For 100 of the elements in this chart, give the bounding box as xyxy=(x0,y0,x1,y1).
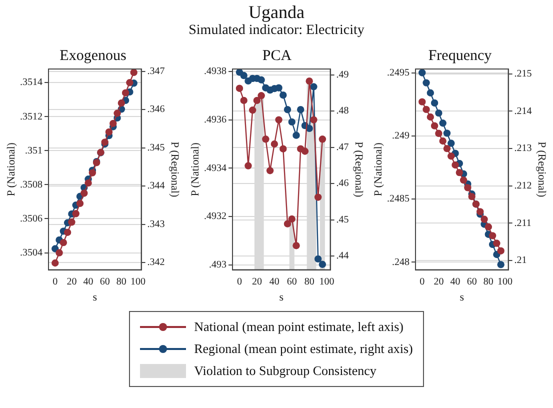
chart-title: PCA xyxy=(262,48,292,64)
y-tick-label: .2485 xyxy=(387,194,410,205)
point xyxy=(279,145,286,152)
x-axis-title: s xyxy=(278,291,284,304)
y-tick-label: .249 xyxy=(392,130,410,142)
y-tick-label: .4936 xyxy=(204,114,226,126)
point xyxy=(418,69,426,76)
point xyxy=(283,220,291,228)
y2-tick-label: .215 xyxy=(514,68,532,80)
y-tick-label: .4938 xyxy=(204,66,226,78)
point xyxy=(126,79,134,86)
legend-label: National (mean point estimate, left axis) xyxy=(194,319,404,335)
point xyxy=(76,200,84,208)
point xyxy=(235,84,243,92)
y2-tick-label: .45 xyxy=(336,214,348,226)
x-tick-label: 60 xyxy=(100,276,110,288)
point xyxy=(296,106,304,114)
point xyxy=(60,238,68,246)
point xyxy=(84,179,92,187)
point xyxy=(80,190,88,197)
y-axis-title: P (National) xyxy=(188,142,201,196)
point xyxy=(257,76,264,84)
point xyxy=(443,130,451,137)
chart-title: Frequency xyxy=(428,48,492,64)
y2-axis-title: P (Regional) xyxy=(168,142,181,198)
y2-tick-label: .343 xyxy=(147,218,165,230)
point xyxy=(430,99,438,107)
y-tick-label: .248 xyxy=(392,256,410,268)
point xyxy=(310,116,317,124)
point xyxy=(468,192,476,200)
x-tick-label: 0 xyxy=(52,276,58,288)
point xyxy=(130,69,138,76)
point xyxy=(493,240,500,247)
point xyxy=(68,218,76,226)
x-tick-label: 0 xyxy=(236,276,242,288)
y2-axis-title: P (Regional) xyxy=(536,142,548,198)
x-tick-label: 0 xyxy=(420,276,425,288)
y2-tick-label: .212 xyxy=(514,180,532,192)
y2-tick-label: .46 xyxy=(336,178,348,190)
point xyxy=(439,137,446,145)
point xyxy=(460,176,468,184)
point xyxy=(426,113,434,121)
point xyxy=(110,120,117,128)
point xyxy=(105,128,113,136)
point xyxy=(279,91,286,99)
point xyxy=(476,208,484,216)
x-tick-label: 100 xyxy=(130,276,146,288)
point xyxy=(72,210,80,218)
point xyxy=(248,106,256,114)
x-tick-label: 100 xyxy=(497,276,512,288)
point xyxy=(270,140,278,148)
point xyxy=(430,122,438,130)
text: Simulated indicator: Electricity xyxy=(188,23,366,39)
y-tick-label: .4932 xyxy=(204,211,226,222)
point xyxy=(484,223,492,230)
point xyxy=(443,144,451,152)
y-tick-label: .3512 xyxy=(20,111,42,122)
point xyxy=(257,92,264,100)
x-tick-label: 40 xyxy=(450,276,460,288)
y-tick-label: .3506 xyxy=(20,213,42,224)
legend-label: Regional (mean point estimate, right axis) xyxy=(194,341,413,357)
y-axis-title: P (National) xyxy=(372,142,384,196)
y2-tick-label: .21 xyxy=(514,255,527,266)
y-tick-label: .493 xyxy=(208,260,226,271)
point xyxy=(318,260,326,268)
point xyxy=(288,118,295,126)
x-axis-title: s xyxy=(460,291,464,304)
point xyxy=(122,89,130,96)
point xyxy=(497,247,504,254)
point xyxy=(274,116,282,124)
y2-tick-label: .346 xyxy=(147,104,165,116)
x-tick-label: 80 xyxy=(304,276,314,288)
y2-tick-label: .49 xyxy=(336,69,348,80)
point xyxy=(318,136,326,143)
point xyxy=(88,169,96,176)
point xyxy=(64,228,72,236)
point xyxy=(422,79,430,86)
point xyxy=(435,130,442,138)
point xyxy=(52,259,59,267)
point xyxy=(262,136,269,143)
y-tick-label: .4934 xyxy=(204,162,226,174)
point xyxy=(283,106,291,114)
y-tick-label: .3508 xyxy=(20,179,42,190)
point xyxy=(292,132,300,139)
point xyxy=(488,232,496,240)
point xyxy=(305,77,312,85)
point xyxy=(56,249,63,256)
x-tick-label: 80 xyxy=(483,276,494,288)
point xyxy=(418,98,426,106)
point xyxy=(314,194,322,201)
y2-axis-title: P (Regional) xyxy=(352,142,364,198)
point xyxy=(456,168,464,176)
point xyxy=(448,152,455,160)
y2-tick-label: .214 xyxy=(514,106,532,117)
point xyxy=(497,260,504,268)
point xyxy=(118,99,126,107)
point xyxy=(300,148,308,155)
point xyxy=(288,215,295,223)
text: Uganda xyxy=(248,2,306,23)
point xyxy=(422,106,430,114)
